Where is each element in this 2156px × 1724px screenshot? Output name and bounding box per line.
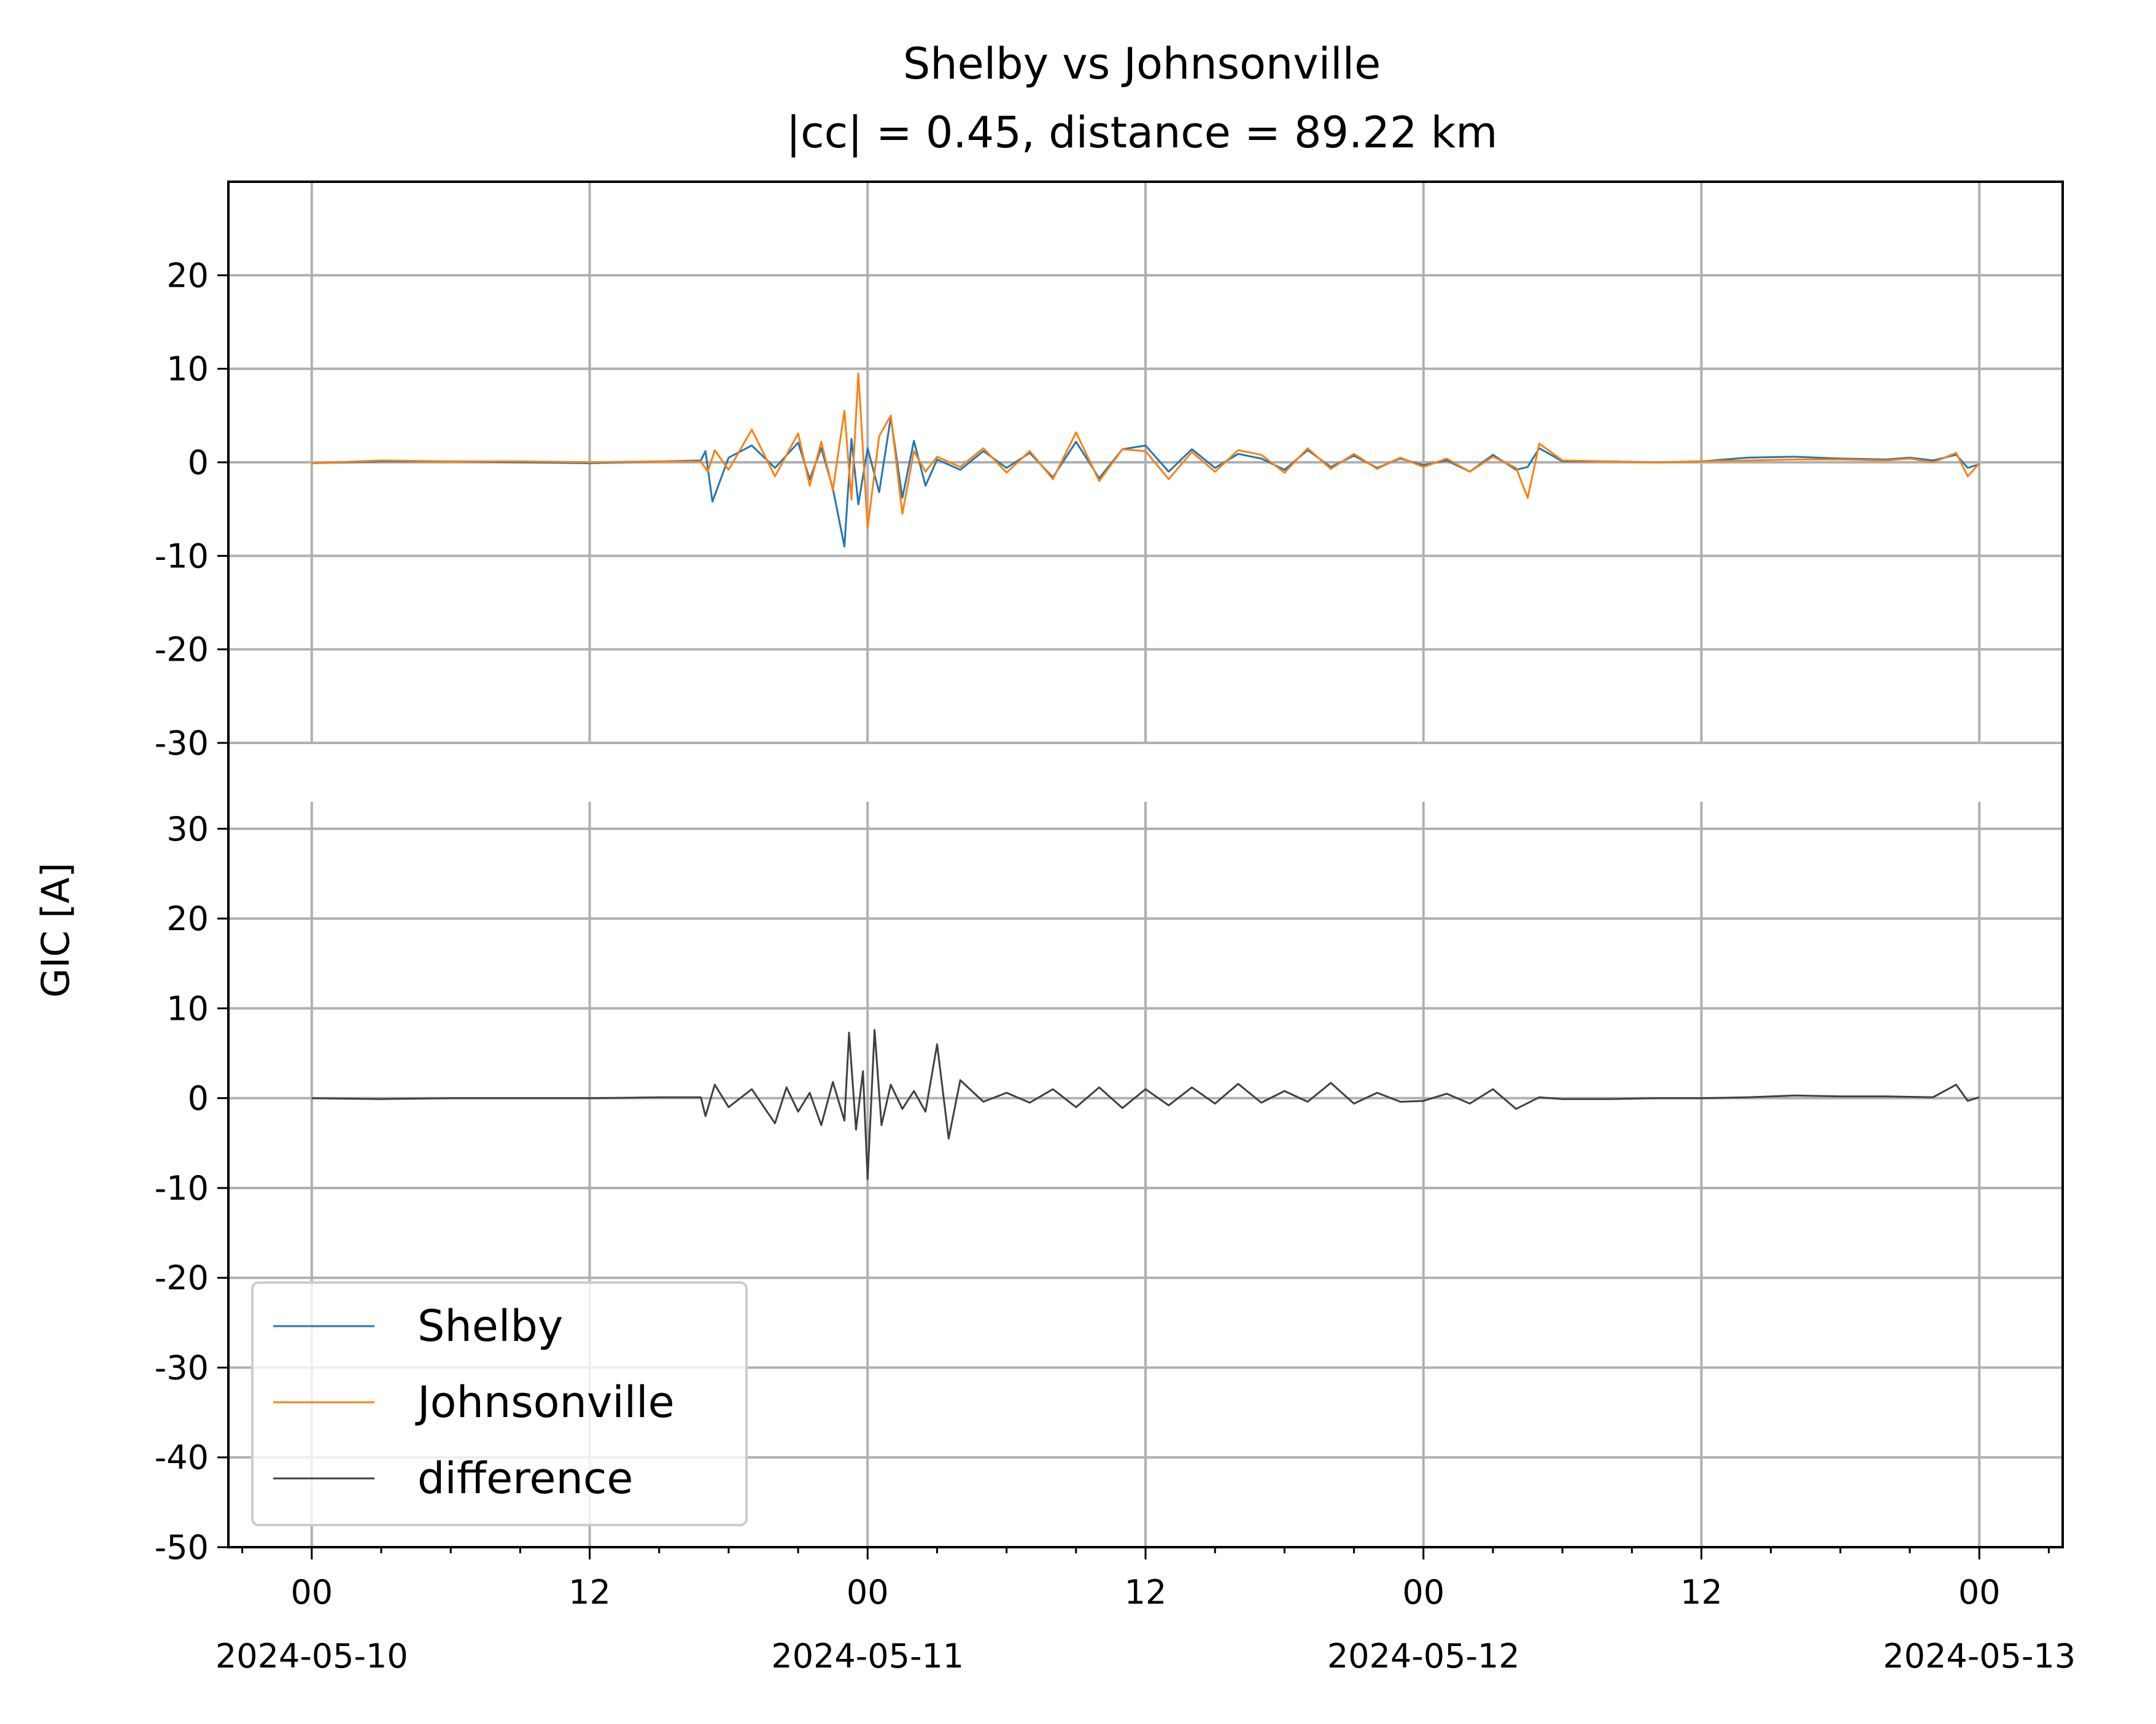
x-tick-label: 12 [1125, 1573, 1167, 1612]
legend-box [251, 1281, 748, 1526]
y-tick-label: -20 [155, 1259, 209, 1297]
x-tick-label: 00 [1402, 1573, 1444, 1612]
legend: Shelby Johnsonville difference [251, 1281, 748, 1526]
legend-label-difference: difference [417, 1453, 633, 1504]
y-tick-label: -30 [155, 724, 209, 763]
chart-title: Shelby vs Johnsonville [903, 39, 1381, 89]
y-tick-label: -50 [155, 1528, 209, 1567]
x-tick-date-label: 2024-05-11 [771, 1637, 964, 1675]
y-tick-label: 10 [166, 350, 209, 389]
y-tick-label: -30 [155, 1348, 209, 1387]
y-tick-label: 0 [188, 443, 209, 482]
x-tick-date-label: 2024-05-12 [1327, 1637, 1520, 1675]
y-tick-label: 0 [188, 1079, 209, 1118]
y-tick-label: 20 [166, 256, 209, 295]
x-tick-label: 00 [290, 1573, 333, 1612]
chart-subtitle: |cc| = 0.45, distance = 89.22 km [786, 107, 1498, 158]
plot-frame [227, 181, 2064, 1548]
panel-top: 20 10 0 -10 -20 -30 [155, 182, 2063, 763]
series-line-difference [311, 1029, 1980, 1180]
x-tick-label: 00 [1958, 1573, 2001, 1612]
y-axis-label: GIC [A] [33, 863, 78, 998]
series-line-johnsonville [311, 372, 1980, 529]
y-tick-label: -20 [155, 631, 209, 669]
x-tick-label: 00 [847, 1573, 889, 1612]
y-tick-label: -10 [155, 1169, 209, 1208]
x-tick-date-label: 2024-05-13 [1883, 1637, 2076, 1675]
legend-label-johnsonville: Johnsonville [415, 1377, 675, 1427]
y-tick-label: 20 [166, 899, 209, 938]
x-tick-label: 12 [1680, 1573, 1723, 1612]
x-axis: 00 2024-05-10 12 00 2024-05-11 12 00 2024-05-12… [215, 1547, 2076, 1675]
x-tick-label: 12 [568, 1573, 611, 1612]
x-tick-date-label: 2024-05-10 [215, 1637, 408, 1675]
y-tick-label: -10 [155, 537, 209, 575]
y-tick-label: -40 [155, 1439, 209, 1477]
y-tick-label: 30 [166, 810, 209, 848]
legend-label-shelby: Shelby [417, 1301, 563, 1351]
y-tick-label: 10 [166, 989, 209, 1028]
